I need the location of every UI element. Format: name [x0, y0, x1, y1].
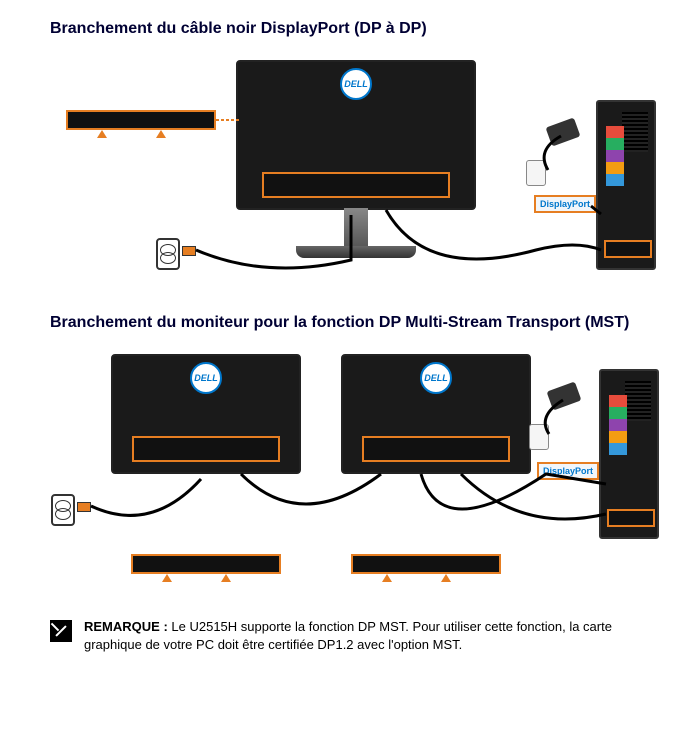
monitor-port-panel: [262, 172, 451, 198]
dell-badge-icon: DELL: [420, 362, 452, 394]
tower-io-panel: [609, 395, 627, 455]
monitor-stand-neck: [344, 208, 368, 248]
wall-outlet-icon: [156, 238, 180, 270]
port-strip-2: [351, 554, 501, 574]
tower-dp-port: [604, 240, 652, 258]
dell-badge-icon: DELL: [340, 68, 372, 100]
section1-title: Branchement du câble noir DisplayPort (D…: [50, 20, 642, 38]
displayport-label: DisplayPort: [537, 462, 599, 480]
tower-io-panel: [606, 126, 624, 186]
monitor-main: DELL: [236, 60, 476, 210]
pencil-note-icon: [50, 620, 72, 642]
displayport-label: DisplayPort: [534, 195, 596, 213]
power-adapter-icon: [545, 117, 580, 146]
section2-title: Branchement du moniteur pour la fonction…: [50, 314, 642, 332]
monitor-port-panel: [362, 436, 511, 462]
note-label: REMARQUE :: [84, 619, 168, 634]
monitor-stand-base: [296, 246, 416, 258]
section1-diagram: DELL DisplayPort: [66, 50, 626, 290]
mini-wall-outlet-icon: [529, 424, 549, 450]
wall-outlet-icon: [51, 494, 75, 526]
pc-tower: [596, 100, 656, 270]
plug-icon: [182, 246, 196, 256]
tower-vent-icon: [622, 112, 648, 152]
pc-tower: [599, 369, 659, 539]
section2-diagram: DELL DELL DisplayPort: [51, 344, 641, 594]
power-adapter-icon: [546, 381, 581, 410]
dell-badge-icon: DELL: [190, 362, 222, 394]
port-strip-detail: [66, 110, 216, 130]
monitor-2: DELL: [341, 354, 531, 474]
mini-wall-outlet-icon: [526, 160, 546, 186]
tower-dp-port: [607, 509, 655, 527]
monitor-1: DELL: [111, 354, 301, 474]
note-block: REMARQUE : Le U2515H supporte la fonctio…: [50, 618, 642, 654]
tower-vent-icon: [625, 381, 651, 421]
port-strip-1: [131, 554, 281, 574]
monitor-port-panel: [132, 436, 281, 462]
note-text: REMARQUE : Le U2515H supporte la fonctio…: [84, 618, 632, 654]
plug-icon: [77, 502, 91, 512]
